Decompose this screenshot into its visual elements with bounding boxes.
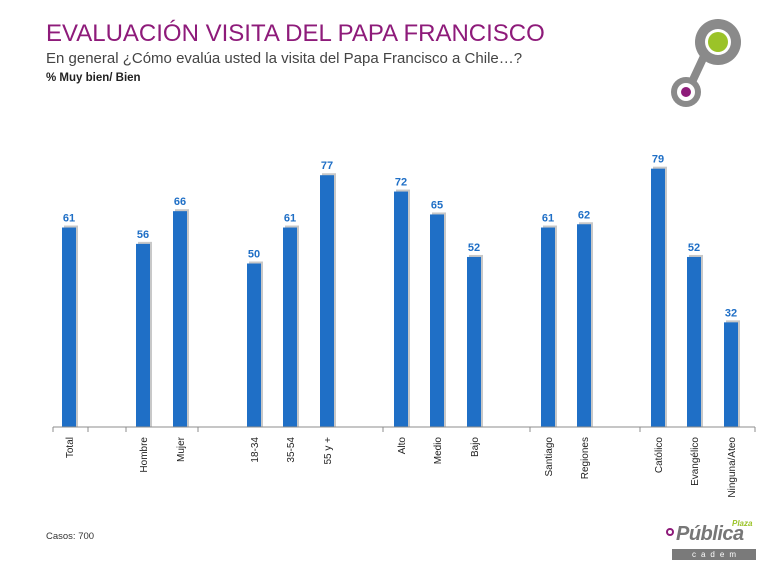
sample-size-note: Casos: 700 [46, 531, 95, 542]
chart-subtitle: En general ¿Cómo evalúa usted la visita … [46, 50, 523, 67]
brand-word: Pública [676, 523, 744, 545]
logo-purple-dot [681, 87, 691, 97]
logo-green-dot [708, 32, 728, 52]
bar-2 [173, 211, 187, 427]
data-label-10: 62 [578, 209, 590, 221]
page-title: EVALUACIÓN VISITA DEL PAPA FRANCISCO [46, 20, 545, 47]
data-label-1: 56 [137, 229, 149, 241]
data-label-3: 50 [248, 249, 260, 261]
data-label-13: 32 [725, 307, 737, 319]
bar-8 [467, 256, 481, 427]
category-label-0: Total [65, 437, 76, 458]
bar-3 [247, 263, 261, 427]
bar-4 [283, 227, 297, 427]
brand-cadem: cadem [672, 549, 756, 560]
plaza-publica-circles-logo [671, 19, 741, 107]
data-label-5: 77 [321, 160, 333, 172]
bar-13 [724, 322, 738, 427]
category-label-11: Católico [654, 437, 665, 474]
category-label-5: 55 y + [323, 437, 334, 465]
bar-5 [320, 175, 334, 427]
bar-10 [577, 224, 591, 427]
data-label-2: 66 [174, 196, 186, 208]
category-label-1: Hombre [139, 437, 150, 473]
bar-9 [541, 227, 555, 427]
bar-6 [394, 191, 408, 427]
brand-plaza: Plaza [732, 519, 753, 528]
data-label-11: 79 [652, 154, 664, 166]
category-label-13: Ninguna/Ateo [727, 437, 738, 498]
data-label-4: 61 [284, 213, 296, 225]
category-label-12: Evangélico [690, 437, 701, 486]
bar-7 [430, 214, 444, 427]
category-label-3: 18-34 [250, 437, 261, 463]
data-label-7: 65 [431, 199, 443, 211]
category-label-7: Medio [433, 437, 444, 465]
category-label-2: Mujer [176, 436, 187, 462]
metric-label: % Muy bien/ Bien [46, 72, 141, 84]
data-label-8: 52 [468, 242, 480, 254]
bar-1 [136, 243, 150, 427]
data-label-9: 61 [542, 213, 554, 225]
bar-12 [687, 256, 701, 427]
bar-11 [651, 168, 665, 428]
bar-0 [62, 227, 76, 427]
brand-dot-icon [666, 528, 674, 536]
category-label-9: Santiago [544, 437, 555, 477]
category-label-8: Bajo [470, 437, 481, 457]
data-label-12: 52 [688, 242, 700, 254]
brand-logo: Pública Plaza cadem [664, 519, 756, 565]
category-label-4: 35-54 [286, 437, 297, 463]
category-label-6: Alto [397, 437, 408, 455]
data-label-6: 72 [395, 177, 407, 189]
category-label-10: Regiones [580, 437, 591, 479]
data-label-0: 61 [63, 213, 75, 225]
